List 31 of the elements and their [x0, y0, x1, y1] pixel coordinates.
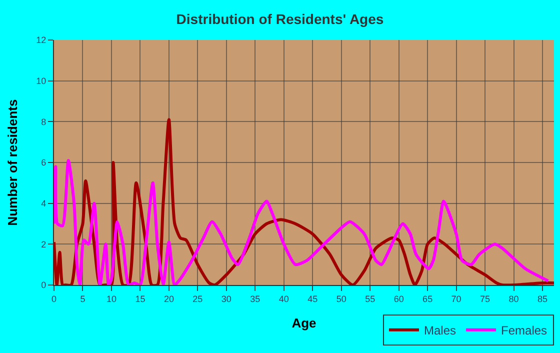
y-tick-label: 6	[41, 158, 46, 168]
y-tick-label: 8	[41, 116, 46, 127]
x-tick-label: 70	[451, 294, 462, 304]
x-tick-label: 65	[422, 294, 433, 304]
x-tick-label: 10	[106, 294, 116, 304]
x-tick-label: 35	[250, 294, 260, 304]
y-tick-label: 12	[36, 35, 46, 46]
x-tick-label: 50	[336, 294, 346, 304]
y-tick-label: 10	[36, 76, 46, 86]
y-tick-label: 0	[41, 280, 46, 290]
x-tick-label: 5	[80, 294, 86, 304]
x-tick-label: 15	[135, 294, 146, 304]
x-axis-title: Age	[292, 315, 316, 330]
x-tick-label: 25	[192, 294, 203, 304]
x-tick-label: 0	[51, 294, 57, 304]
legend-label: Females	[501, 324, 548, 338]
x-tick-label: 60	[394, 294, 404, 304]
chart-title: Distribution of Residents' Ages	[176, 10, 384, 27]
x-tick-label: 55	[365, 294, 376, 304]
x-tick-label: 45	[308, 294, 318, 304]
x-tick-label: 40	[278, 294, 289, 304]
x-tick-label: 75	[480, 294, 490, 304]
x-tick-label: 80	[508, 294, 519, 304]
x-tick-label: 85	[538, 294, 548, 304]
y-tick-label: 4	[41, 198, 46, 208]
line-series	[54, 158, 550, 285]
x-tick-label: 30	[221, 294, 232, 304]
y-axis-title: Number of residents	[5, 99, 20, 226]
legend-label: Males	[424, 324, 456, 338]
x-tick-label: 20	[164, 294, 174, 304]
y-tick-label: 2	[41, 239, 46, 250]
